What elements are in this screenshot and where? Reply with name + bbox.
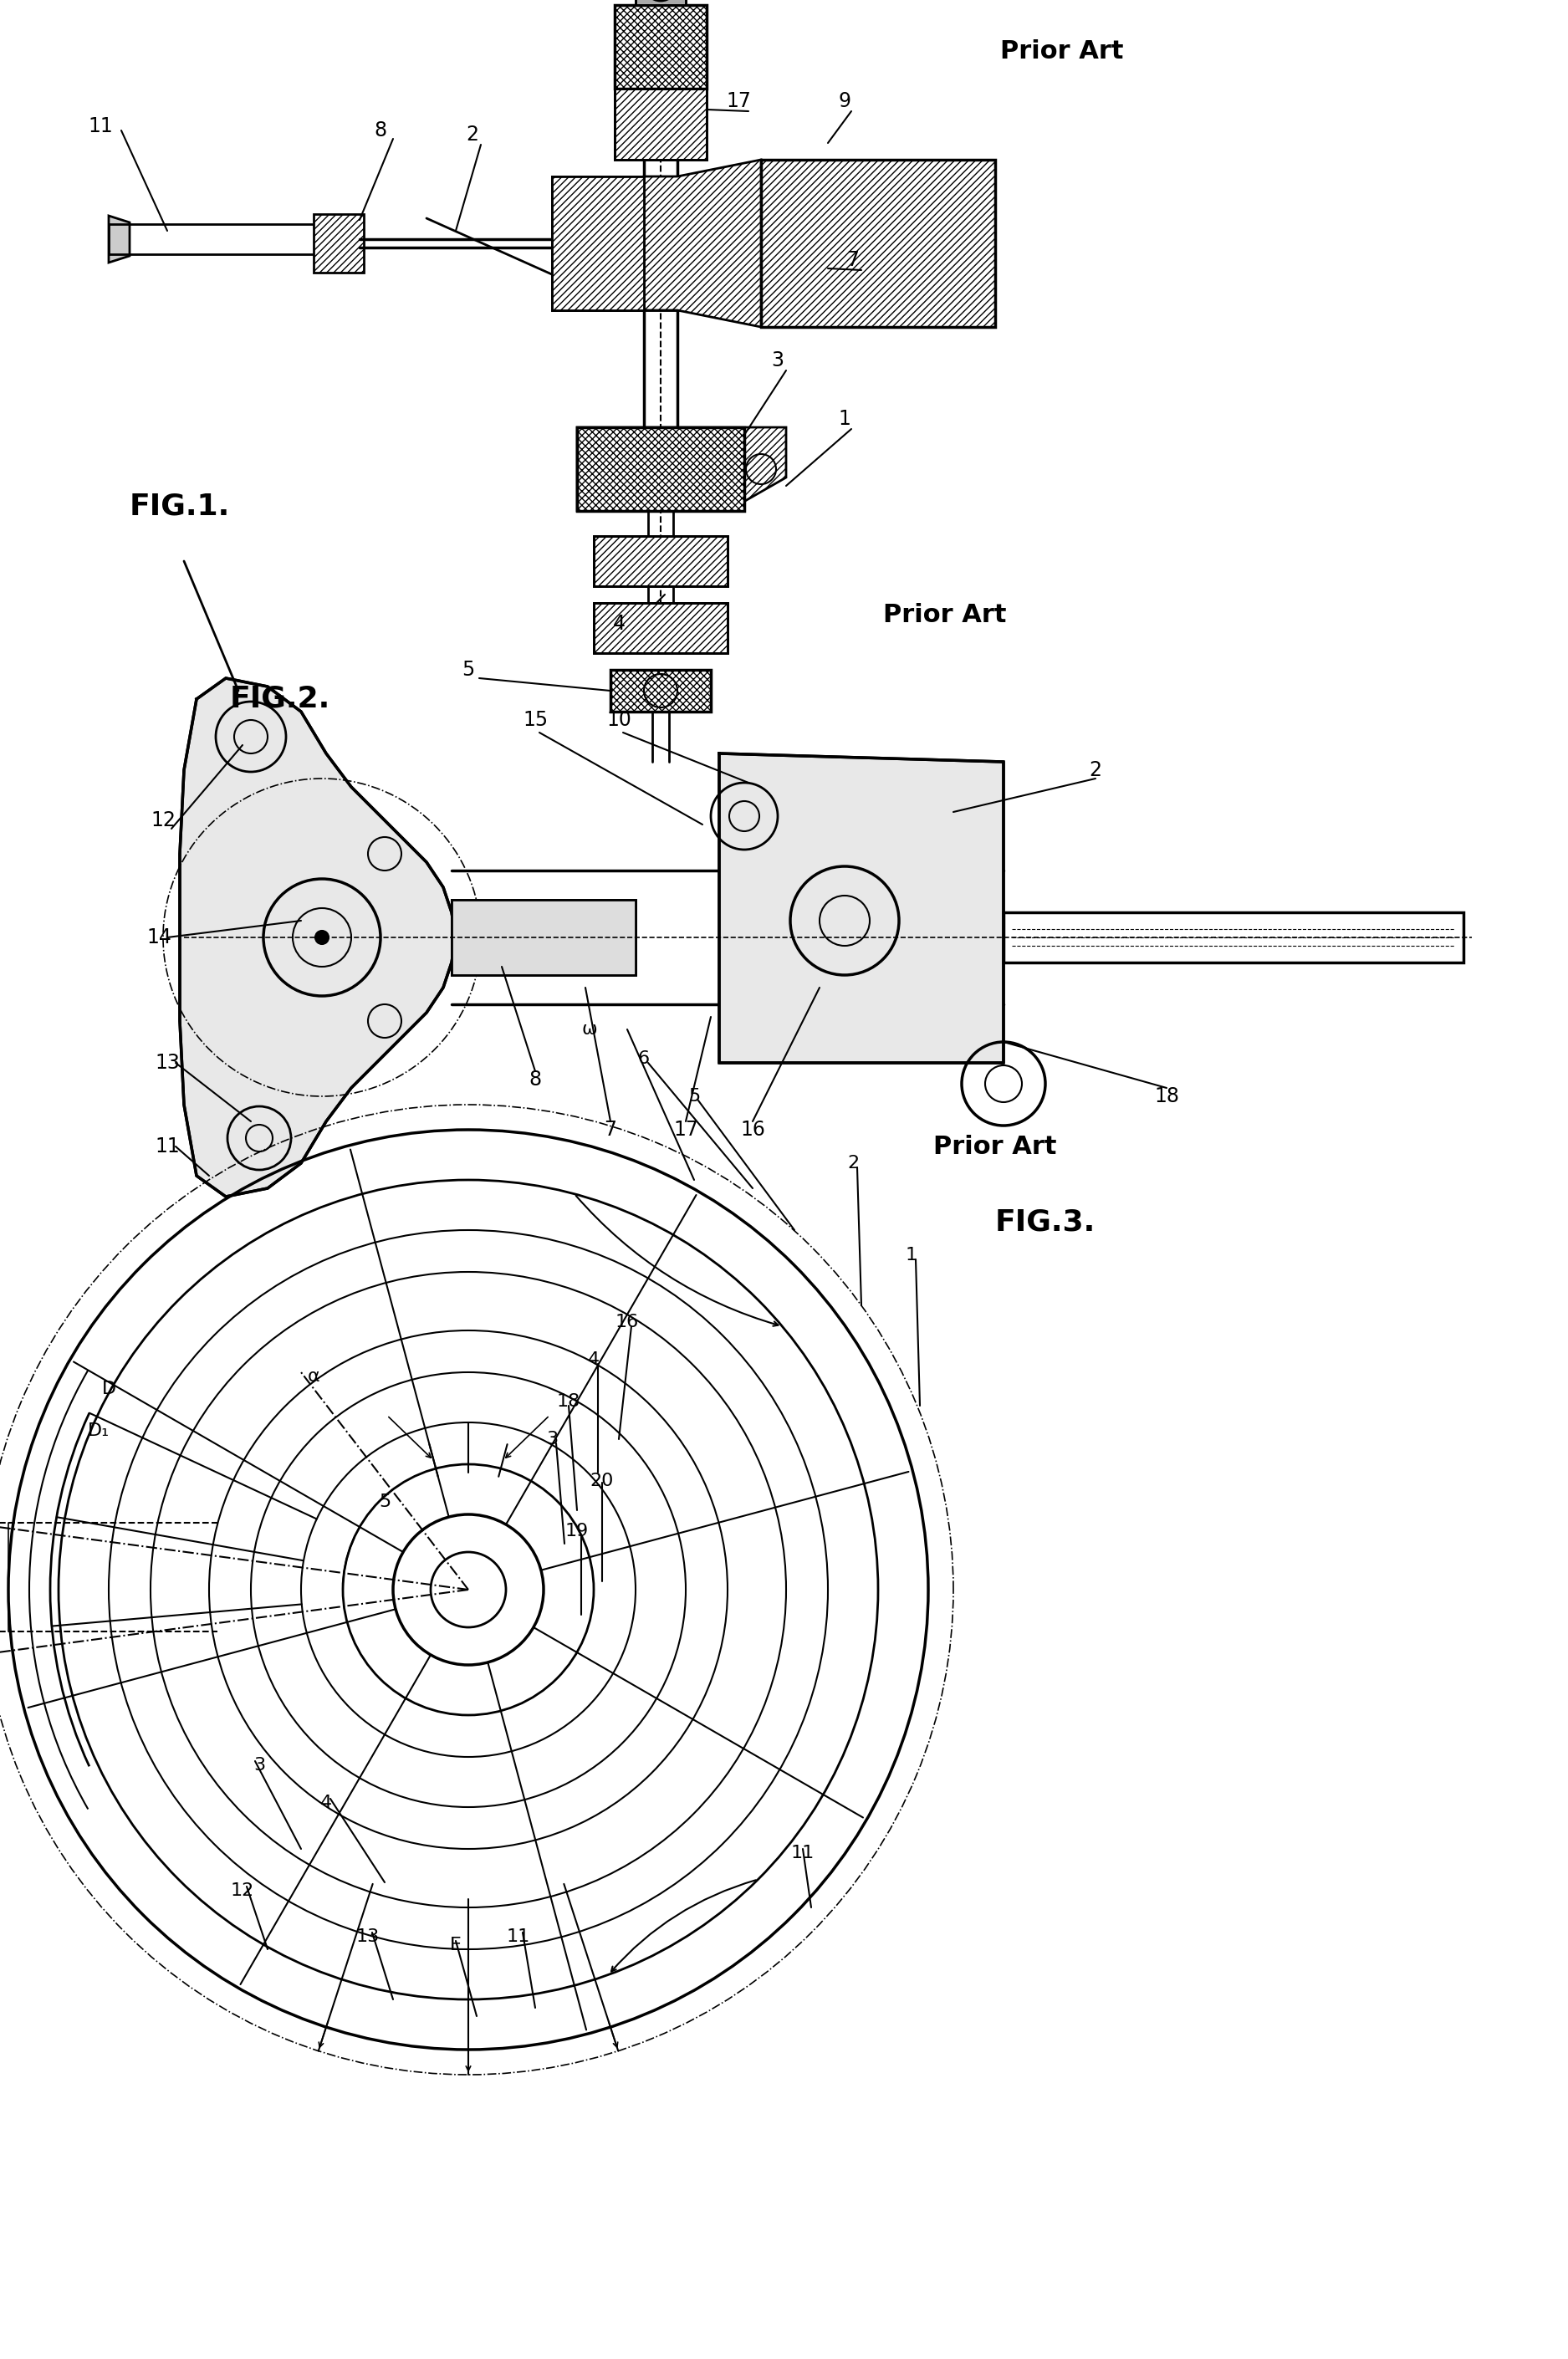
Text: 2: 2 [847,1156,859,1172]
Bar [1004,913,1463,962]
Bar [594,535,728,585]
Bar [594,604,728,653]
Text: 3: 3 [254,1757,265,1774]
Text: α: α [307,1368,320,1385]
Text: 11: 11 [155,1137,180,1156]
Bar [635,0,685,5]
Text: 18: 18 [1154,1085,1179,1106]
Text: 3: 3 [771,351,784,370]
Text: 11: 11 [506,1927,530,1946]
Bar [452,899,635,974]
Text: 10: 10 [607,710,632,729]
Polygon shape [577,427,786,512]
Bar [615,90,707,160]
Circle shape [315,932,329,944]
Text: 7: 7 [847,250,859,269]
Text: 5: 5 [463,661,475,679]
Polygon shape [108,215,130,262]
Text: 11: 11 [88,116,113,137]
Bar [594,604,728,653]
Text: 18: 18 [557,1394,580,1411]
Text: 16: 16 [615,1314,640,1330]
Text: 7: 7 [604,1121,616,1139]
Text: 1: 1 [839,408,851,429]
Text: 15: 15 [522,710,547,729]
Bar [577,427,745,512]
Text: 19: 19 [564,1524,590,1540]
Text: ω: ω [582,1021,597,1038]
Text: 8: 8 [375,120,387,142]
Text: 13: 13 [155,1052,180,1073]
Text: 6: 6 [638,1050,649,1066]
Bar [610,670,710,712]
Text: 10: 10 [665,17,690,35]
Bar [594,535,728,585]
Text: 17: 17 [673,1121,698,1139]
Text: 4: 4 [320,1795,332,1812]
Text: 1: 1 [906,1248,917,1264]
Text: 2: 2 [1090,760,1102,781]
Bar [760,160,996,328]
Bar [577,427,745,512]
Text: FIG.2.: FIG.2. [230,684,331,712]
Text: Prior Art: Prior Art [1000,38,1124,64]
Bar [635,0,685,5]
Text: FIG.3.: FIG.3. [996,1208,1096,1236]
Bar [314,215,364,274]
Text: 5: 5 [379,1493,390,1510]
Text: FIG.1.: FIG.1. [130,493,230,521]
Text: 17: 17 [726,92,751,111]
Text: 5: 5 [688,1087,699,1104]
Text: E: E [450,1937,461,1953]
Text: 13: 13 [356,1927,379,1946]
Text: 11: 11 [790,1845,815,1861]
Polygon shape [720,753,1004,1064]
Text: D: D [102,1380,116,1397]
Text: 3: 3 [546,1432,558,1448]
Bar [615,5,707,90]
Polygon shape [552,177,644,311]
Text: D₁: D₁ [88,1422,110,1439]
Polygon shape [180,677,456,1196]
Text: 9: 9 [839,92,851,111]
Text: 8: 8 [528,1069,541,1090]
Text: 12: 12 [230,1882,254,1899]
Text: 16: 16 [740,1121,765,1139]
Bar [610,670,710,712]
Text: 4: 4 [588,1352,599,1368]
Text: 20: 20 [590,1472,615,1489]
Bar [452,899,635,974]
Text: 2: 2 [466,125,478,144]
Text: 4: 4 [613,613,626,635]
Bar [615,90,707,160]
Text: Prior Art: Prior Art [933,1135,1057,1158]
Bar [760,160,996,328]
Polygon shape [644,160,760,328]
Text: Prior Art: Prior Art [883,604,1007,627]
Bar [615,5,707,90]
Text: 12: 12 [151,809,176,830]
Bar [552,177,760,311]
Text: 14: 14 [146,927,171,948]
